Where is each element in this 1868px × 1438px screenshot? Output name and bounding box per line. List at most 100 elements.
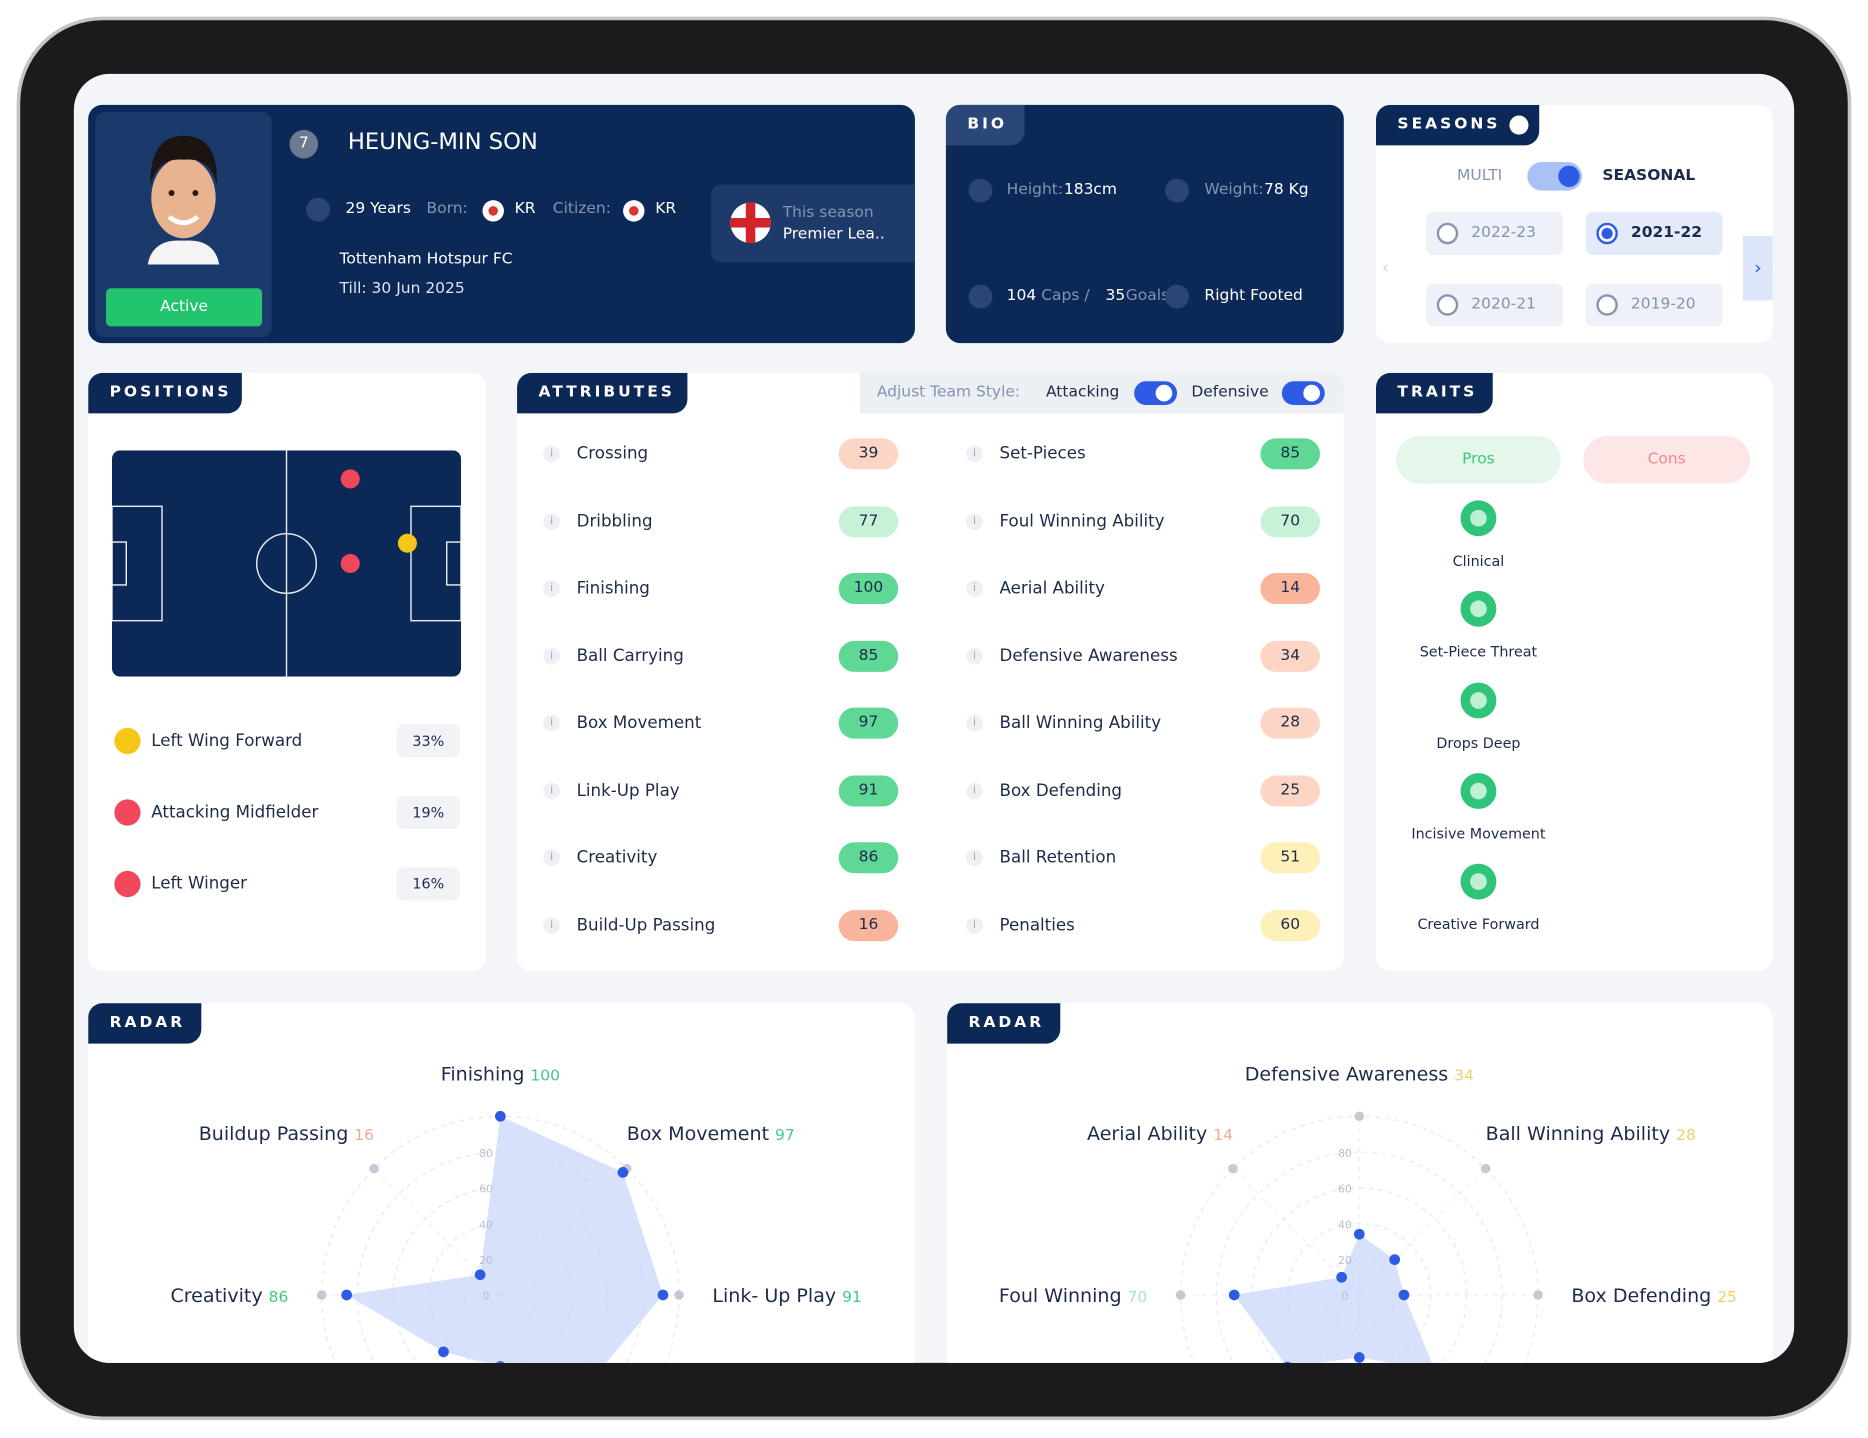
season-option[interactable]: 2022-23 xyxy=(1426,212,1564,255)
born-country: KR xyxy=(514,200,536,219)
position-name: Left Winger xyxy=(151,874,248,894)
info-icon[interactable]: i xyxy=(543,782,560,799)
calendar-icon xyxy=(306,197,330,222)
mode-toggle[interactable] xyxy=(1527,162,1583,191)
attribute-value: 97 xyxy=(838,707,899,739)
radar-label: Foul Winning 70 xyxy=(999,1285,1147,1307)
defensive-toggle[interactable] xyxy=(1281,381,1325,406)
toggle-knob xyxy=(1303,384,1320,402)
weight-label: Weight: xyxy=(1204,181,1264,199)
tab-title: SEASONS xyxy=(1375,104,1540,146)
ring-label: 80 xyxy=(1338,1147,1352,1160)
axis-end-dot xyxy=(316,1290,327,1300)
caps: 104 xyxy=(1006,287,1037,305)
trait-icon xyxy=(1460,591,1497,627)
radar-label: Buildup Passing 16 xyxy=(199,1123,374,1145)
attribute-name: Dribbling xyxy=(576,511,653,531)
axis-end-dot xyxy=(674,1290,684,1300)
tab-title: RADAR xyxy=(947,1003,1061,1044)
attribute-name: Finishing xyxy=(576,578,650,599)
info-icon[interactable]: i xyxy=(966,512,983,530)
axis-name: Foul Winning xyxy=(999,1285,1122,1307)
info-icon[interactable]: i xyxy=(966,849,983,867)
tab-title: POSITIONS xyxy=(88,372,242,414)
info-icon[interactable]: i xyxy=(543,512,560,530)
info-icon[interactable]: i xyxy=(543,714,560,732)
attribute-name: Aerial Ability xyxy=(999,578,1105,599)
trait-icon xyxy=(1460,773,1497,809)
radar-label: Box Defending 25 xyxy=(1571,1285,1737,1307)
radar-point xyxy=(494,1110,506,1122)
radar-point xyxy=(1389,1254,1401,1265)
season-option[interactable]: 2019-20 xyxy=(1585,283,1723,327)
trait-label: Drops Deep xyxy=(1436,734,1521,752)
attribute-name: Ball Carrying xyxy=(576,646,684,666)
radar-card: RADAR 0 20 40 60 80 Defensive Awareness 34 Ball… xyxy=(947,1003,1773,1363)
ring-label: 60 xyxy=(1338,1183,1352,1196)
attacking-toggle[interactable] xyxy=(1134,381,1178,406)
attribute-value: 100 xyxy=(838,573,899,605)
foot-icon xyxy=(1165,284,1189,309)
season-option[interactable]: 2021-22 xyxy=(1585,212,1723,255)
axis-end-dot xyxy=(369,1163,379,1174)
attribute-value: 91 xyxy=(838,774,899,806)
weight-icon xyxy=(1165,178,1189,203)
info-icon[interactable]: i xyxy=(543,916,560,934)
info-icon[interactable]: i xyxy=(966,580,983,597)
ring-label: 40 xyxy=(479,1218,493,1231)
prev-arrow[interactable]: ‹ xyxy=(1382,258,1389,278)
ring-label: 60 xyxy=(479,1183,493,1196)
multi-label: MULTI xyxy=(1456,166,1503,185)
attribute-value: 34 xyxy=(1260,640,1320,672)
info-icon[interactable]: i xyxy=(543,647,560,665)
info-icon[interactable]: i xyxy=(966,782,983,799)
ring-label: 80 xyxy=(479,1147,493,1160)
status-button[interactable]: Active xyxy=(106,288,263,327)
height: 183cm xyxy=(1063,181,1118,199)
info-icon[interactable]: i xyxy=(966,916,983,934)
axis-end-dot xyxy=(1533,1290,1543,1300)
attribute-value: 70 xyxy=(1260,505,1320,537)
radar-point xyxy=(438,1346,449,1358)
attribute-name: Penalties xyxy=(999,915,1075,935)
axis-name: Defensive Awareness xyxy=(1245,1064,1448,1086)
born-label: Born: xyxy=(426,200,468,219)
attribute-name: Link-Up Play xyxy=(576,780,680,800)
ring-label: 20 xyxy=(479,1254,493,1267)
info-icon[interactable]: i xyxy=(966,647,983,665)
axis-name: Ball Winning Ability xyxy=(1486,1123,1670,1145)
axis-end-dot xyxy=(1354,1111,1365,1122)
info-icon[interactable]: i xyxy=(543,445,560,463)
pitch xyxy=(111,450,462,677)
trait-label: Set-Piece Threat xyxy=(1419,643,1538,661)
trait-label: Clinical xyxy=(1452,552,1505,570)
info-icon[interactable] xyxy=(1509,115,1529,135)
position-name: Attacking Midfielder xyxy=(151,802,319,823)
next-arrow[interactable]: › xyxy=(1742,235,1773,301)
season-label: 2022-23 xyxy=(1471,223,1537,242)
axis-name: Buildup Passing xyxy=(199,1123,349,1145)
axis-value: 28 xyxy=(1676,1126,1696,1144)
season-label: 2019-20 xyxy=(1630,295,1696,314)
info-icon[interactable]: i xyxy=(543,580,560,597)
tab-title: RADAR xyxy=(88,1003,202,1044)
axis-value: 91 xyxy=(842,1288,862,1306)
attribute-value: 85 xyxy=(1260,438,1320,470)
info-icon[interactable]: i xyxy=(966,714,983,732)
axis-name: Creativity xyxy=(170,1285,262,1307)
radar-point xyxy=(341,1289,353,1301)
axis-value: 97 xyxy=(775,1126,795,1144)
axis-value: 34 xyxy=(1454,1067,1474,1085)
pros-button[interactable]: Pros xyxy=(1396,436,1561,484)
tab-title: ATTRIBUTES xyxy=(517,372,688,414)
info-icon[interactable]: i xyxy=(966,445,983,463)
cons-button[interactable]: Cons xyxy=(1583,436,1751,484)
ring-label: 0 xyxy=(483,1290,490,1303)
attribute-value: 39 xyxy=(838,438,899,470)
attribute-name: Set-Pieces xyxy=(999,444,1086,464)
season-option[interactable]: 2020-21 xyxy=(1426,283,1564,327)
attribute-value: 16 xyxy=(838,909,899,941)
axis-value: 16 xyxy=(354,1126,374,1144)
info-icon[interactable]: i xyxy=(543,849,560,867)
tab-title: TRAITS xyxy=(1375,372,1493,414)
